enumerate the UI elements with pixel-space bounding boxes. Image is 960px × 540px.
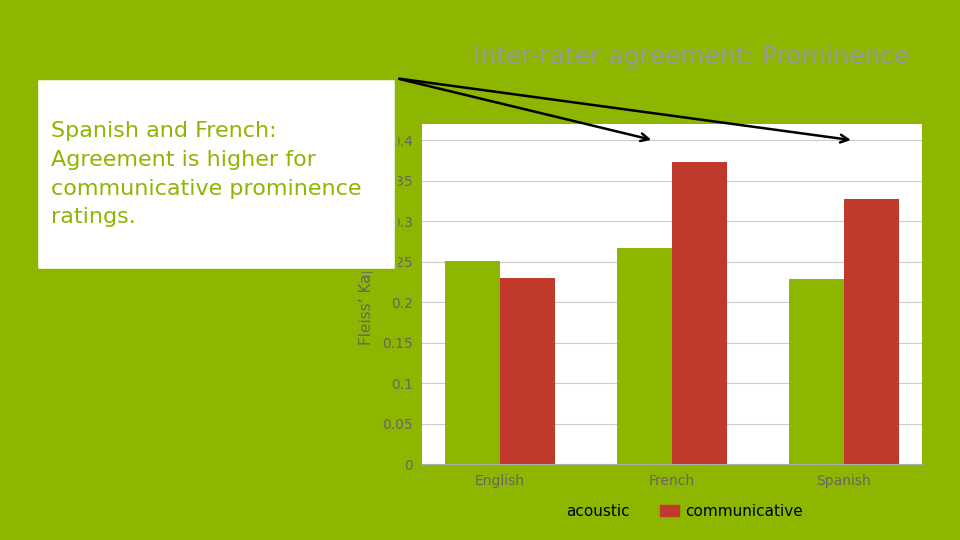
Bar [844,199,899,464]
Bar [445,261,500,464]
Text: 18 June 2018: 18 June 2018 [53,513,135,526]
Text: Spanish and French:
Agreement is higher for
communicative prominence
ratings.: Spanish and French: Agreement is higher … [51,121,361,227]
Legend: acoustic, communicative: acoustic, communicative [536,497,808,525]
Text: 33: 33 [892,513,907,526]
Bar [617,248,672,464]
Bar [789,279,844,464]
Y-axis label: Fleiss’ Kappa: Fleiss’ Kappa [359,244,373,345]
Bar [500,278,555,464]
Bar [672,162,727,464]
Text: Inter-rater agreement: Prominence: Inter-rater agreement: Prominence [473,45,909,69]
Text: SALA Konstanz: SALA Konstanz [434,513,526,526]
